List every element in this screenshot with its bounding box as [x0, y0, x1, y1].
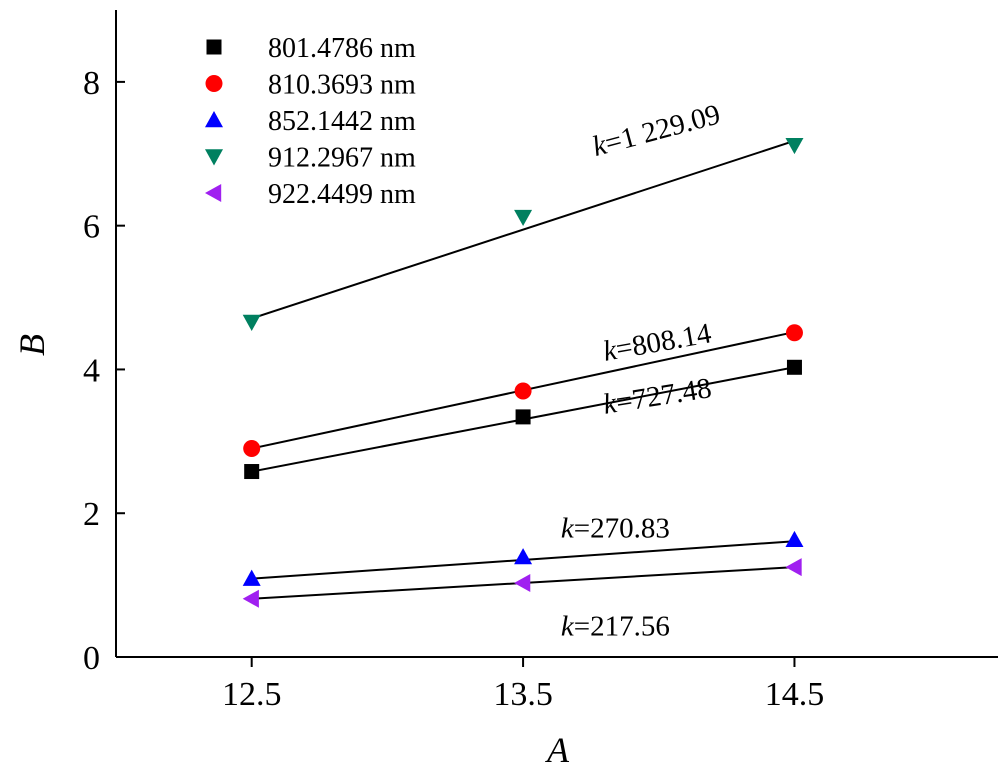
data-point — [514, 548, 533, 565]
legend-marker — [206, 39, 222, 55]
fit-line — [251, 139, 795, 320]
x-tick-label: 14.5 — [765, 676, 825, 713]
data-point — [242, 589, 259, 608]
slope-value: =1 229.09 — [602, 98, 724, 159]
data-point — [244, 464, 260, 480]
slope-annotations: k=727.48k=808.14k=270.83k=1 229.09k=217.… — [561, 98, 724, 642]
slope-label: k=270.83 — [561, 513, 670, 545]
slope-symbol: k — [561, 610, 575, 642]
x-tick-label: 13.5 — [493, 676, 553, 713]
y-tick-label: 6 — [83, 209, 100, 246]
data-point — [785, 558, 802, 577]
data-point — [515, 409, 531, 425]
legend-label: 922.4499 nm — [268, 179, 416, 210]
data-point — [785, 137, 804, 155]
slope-label: k=727.48 — [601, 372, 714, 421]
legend-marker — [205, 111, 223, 128]
data-point — [785, 324, 803, 342]
y-tick-label: 4 — [83, 352, 100, 389]
slope-value: =270.83 — [574, 513, 670, 545]
y-tick-label: 2 — [83, 496, 100, 533]
legend-label: 810.3693 nm — [268, 70, 416, 101]
data-point — [242, 314, 261, 331]
legend-label: 912.2967 nm — [268, 143, 416, 174]
data-point — [514, 209, 533, 227]
data-point — [786, 359, 802, 375]
legend-marker — [205, 184, 222, 202]
data-point — [514, 382, 532, 400]
slope-value: =808.14 — [613, 317, 714, 365]
data-markers — [242, 137, 804, 608]
legend-label: 801.4786 nm — [268, 33, 416, 64]
slope-symbol: k — [561, 513, 575, 545]
slope-label: k=217.56 — [561, 610, 670, 642]
data-point — [514, 573, 531, 592]
legend-label: 852.1442 nm — [268, 106, 416, 137]
slope-label: k=1 229.09 — [589, 98, 724, 163]
legend-marker — [205, 149, 223, 166]
legend: 801.4786 nm 810.3693 nm 852.1442 nm 912.296… — [205, 33, 416, 210]
axes: 0 2 4 6 8 12.5 13.5 14.5 — [83, 10, 998, 713]
slope-value: =727.48 — [614, 372, 714, 419]
y-axis-title: B — [12, 334, 52, 356]
data-point — [242, 569, 261, 586]
y-tick-label: 0 — [83, 640, 100, 677]
x-tick-label: 12.5 — [222, 676, 282, 713]
slope-value: =217.56 — [574, 610, 670, 642]
legend-marker — [205, 75, 223, 92]
slope-label: k=808.14 — [601, 317, 714, 368]
data-point — [785, 530, 804, 548]
y-tick-label: 8 — [83, 65, 100, 102]
x-axis-title: A — [545, 730, 570, 770]
data-point — [243, 440, 261, 458]
